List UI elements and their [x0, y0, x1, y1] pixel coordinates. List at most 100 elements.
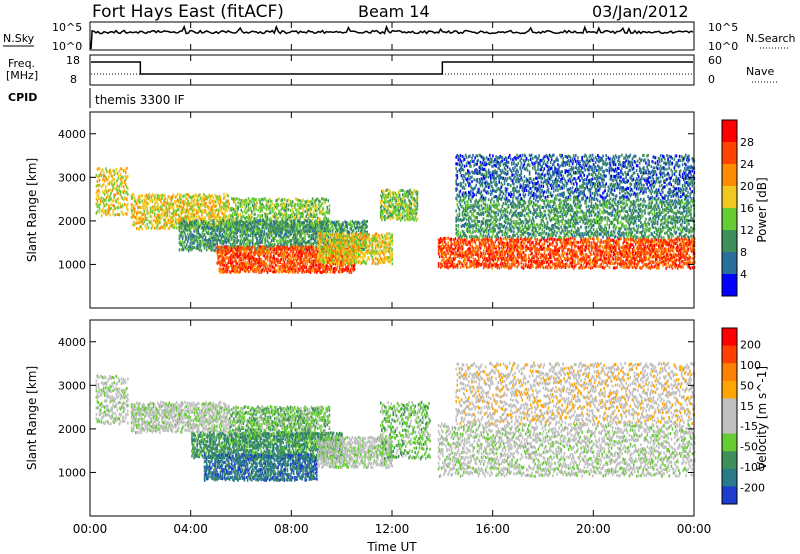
- heatmap-cell: [397, 213, 400, 217]
- heatmap-cell: [224, 249, 227, 253]
- heatmap-cell: [189, 228, 191, 232]
- heatmap-cell: [269, 243, 272, 247]
- heatmap-cell: [261, 249, 263, 253]
- heatmap-cell: [342, 269, 344, 273]
- heatmap-cell: [99, 172, 102, 176]
- heatmap-cell: [297, 226, 299, 230]
- heatmap-cell: [331, 251, 334, 255]
- heatmap-cell: [373, 239, 376, 243]
- heatmap-cell: [335, 220, 338, 224]
- heatmap-cell: [451, 251, 454, 255]
- heatmap-cell: [328, 240, 331, 243]
- heatmap-cell: [324, 227, 326, 231]
- heatmap-cell: [274, 267, 276, 271]
- heatmap-cell: [387, 215, 389, 219]
- heatmap-cell: [461, 240, 464, 244]
- heatmap-cell: [385, 249, 387, 253]
- heatmap-cell: [208, 206, 210, 210]
- heatmap-cell: [355, 242, 358, 246]
- heatmap-cell: [404, 190, 406, 194]
- heatmap-cell: [320, 246, 322, 249]
- heatmap-cell: [233, 235, 235, 239]
- heatmap-cell: [210, 239, 212, 243]
- heatmap-cell: [247, 234, 250, 237]
- heatmap-cell: [487, 252, 489, 256]
- heatmap-cell: [465, 263, 467, 267]
- heatmap-cell: [162, 226, 164, 230]
- heatmap-cell: [236, 249, 238, 253]
- heatmap-cell: [366, 225, 368, 229]
- heatmap-cell: [265, 232, 268, 236]
- heatmap-cell: [348, 222, 351, 226]
- heatmap-cell: [211, 214, 214, 218]
- heatmap-cell: [223, 212, 225, 216]
- heatmap-cell: [221, 249, 224, 253]
- heatmap-cell: [262, 235, 265, 239]
- heatmap-cell: [475, 244, 478, 248]
- heatmap-cell: [274, 215, 276, 219]
- heatmap-cell: [226, 269, 229, 273]
- heatmap-cell: [225, 200, 227, 204]
- heatmap-cell: [154, 201, 157, 205]
- heatmap-cell: [170, 200, 173, 204]
- heatmap-cell: [182, 199, 184, 203]
- heatmap-cell: [258, 263, 260, 267]
- heatmap-cell: [330, 243, 333, 247]
- heatmap-cell: [252, 255, 254, 259]
- heatmap-cell: [148, 220, 151, 223]
- heatmap-cell: [245, 229, 248, 233]
- heatmap-cell: [307, 246, 310, 250]
- heatmap-cell: [490, 238, 492, 241]
- heatmap-cell: [383, 241, 385, 245]
- heatmap-cell: [140, 219, 142, 223]
- heatmap-cell: [222, 227, 225, 231]
- heatmap-cell: [188, 219, 191, 223]
- heatmap-cell: [323, 198, 325, 202]
- heatmap-cell: [261, 245, 263, 249]
- heatmap-cell: [449, 249, 451, 253]
- heatmap-cell: [284, 263, 287, 267]
- heatmap-cell: [464, 238, 466, 242]
- heatmap-cell: [307, 224, 310, 228]
- heatmap-cell: [371, 244, 374, 248]
- heatmap-cell: [183, 224, 186, 228]
- heatmap-cell: [214, 237, 216, 240]
- heatmap-cell: [344, 255, 346, 259]
- heatmap-cell: [224, 209, 226, 212]
- heatmap-cell: [239, 219, 241, 223]
- heatmap-cell: [168, 195, 171, 199]
- heatmap-cell: [325, 222, 327, 226]
- heatmap-cell: [295, 230, 297, 234]
- heatmap-cell: [227, 194, 229, 198]
- heatmap-cell: [243, 249, 246, 253]
- heatmap-cell: [294, 215, 296, 219]
- heatmap-cell: [343, 268, 345, 272]
- heatmap-cell: [479, 254, 482, 258]
- heatmap-cell: [334, 243, 337, 247]
- heatmap-cell: [266, 264, 269, 268]
- heatmap-cell: [108, 182, 110, 186]
- heatmap-cell: [240, 198, 243, 202]
- heatmap-cell: [304, 260, 306, 264]
- heatmap-cell: [464, 261, 466, 265]
- heatmap-cell: [195, 209, 198, 213]
- heatmap-cell: [217, 212, 220, 216]
- heatmap-cell: [136, 211, 138, 215]
- heatmap-cell: [244, 211, 247, 215]
- heatmap-cell: [243, 220, 246, 224]
- heatmap-cell: [109, 207, 111, 211]
- heatmap-cell: [364, 220, 366, 224]
- heatmap-cell: [303, 258, 305, 262]
- heatmap-cell: [365, 236, 367, 240]
- heatmap-cell: [399, 206, 402, 210]
- heatmap-cell: [239, 251, 241, 255]
- heatmap-cell: [386, 216, 388, 220]
- cpid-label: CPID: [8, 91, 37, 104]
- heatmap-cell: [226, 224, 229, 228]
- heatmap-cell: [491, 257, 493, 261]
- heatmap-cell: [263, 249, 266, 253]
- heatmap-cell: [353, 253, 356, 257]
- heatmap-cell: [277, 252, 279, 256]
- heatmap-cell: [308, 218, 311, 222]
- heatmap-cell: [202, 227, 205, 231]
